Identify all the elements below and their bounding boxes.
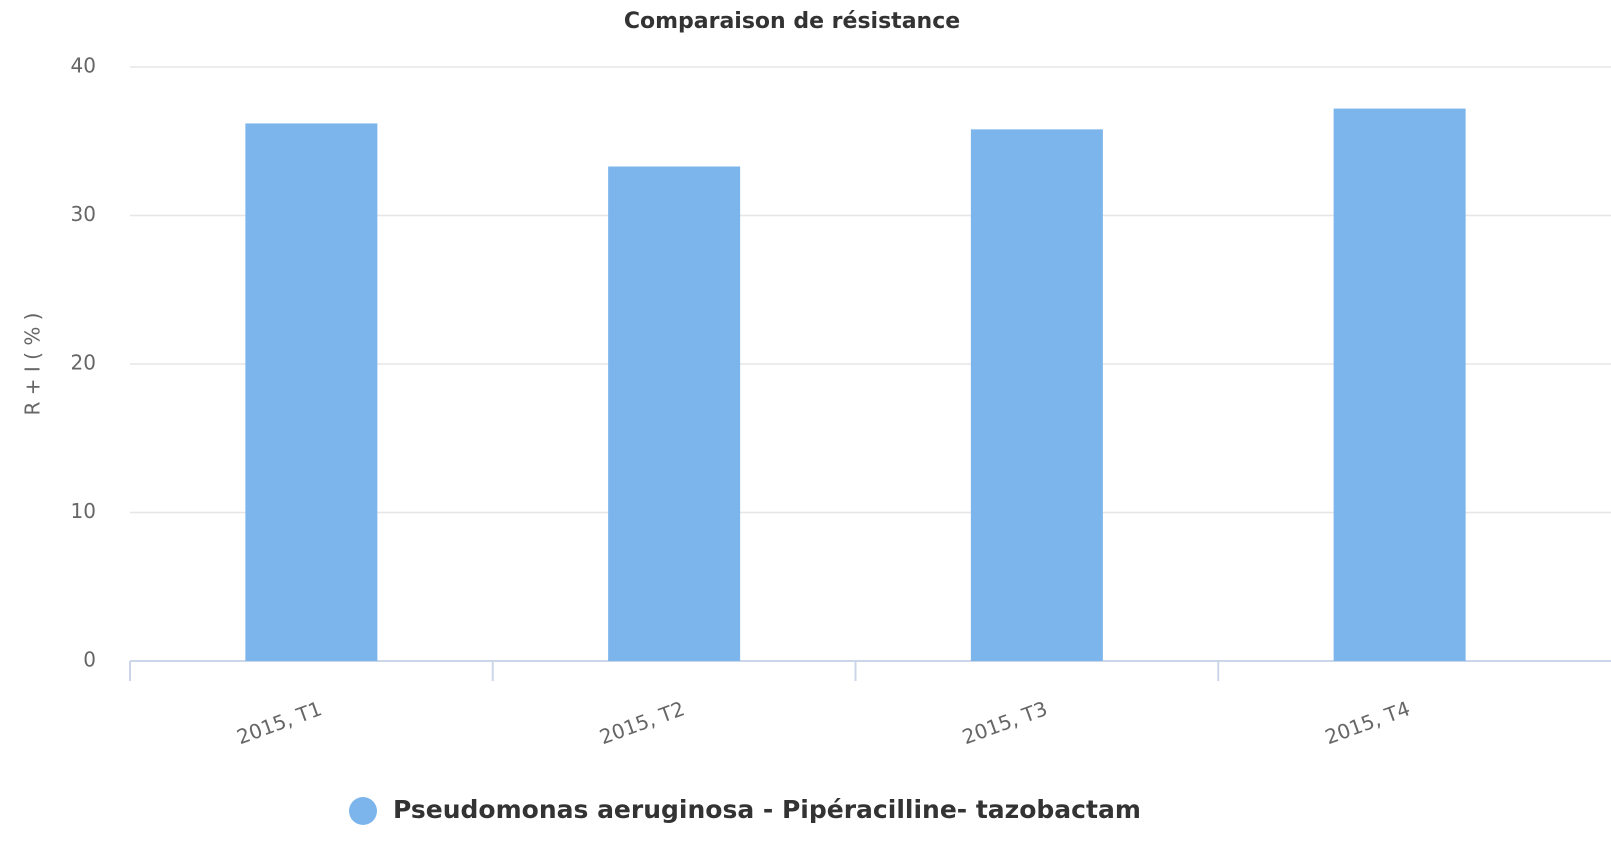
x-tick-label: 2015, T1 <box>234 696 325 749</box>
x-tick-label: 2015, T2 <box>596 696 687 749</box>
x-tick-label: 2015, T3 <box>959 696 1050 749</box>
bar <box>608 166 741 661</box>
bar <box>970 129 1103 661</box>
y-tick-label: 40 <box>71 54 96 78</box>
y-axis-label: R + I ( % ) <box>21 313 45 416</box>
legend-label: Pseudomonas aeruginosa - Pipéracilline- … <box>393 795 1141 824</box>
bar <box>1333 108 1466 661</box>
y-tick-label: 10 <box>71 499 96 523</box>
y-tick-label: 30 <box>71 202 96 226</box>
legend-marker <box>349 797 377 825</box>
y-tick-label: 0 <box>83 648 96 672</box>
bar <box>245 123 378 662</box>
y-tick-label: 20 <box>71 351 96 375</box>
chart-title: Comparaison de résistance <box>624 9 960 34</box>
x-tick-label: 2015, T4 <box>1322 696 1413 749</box>
